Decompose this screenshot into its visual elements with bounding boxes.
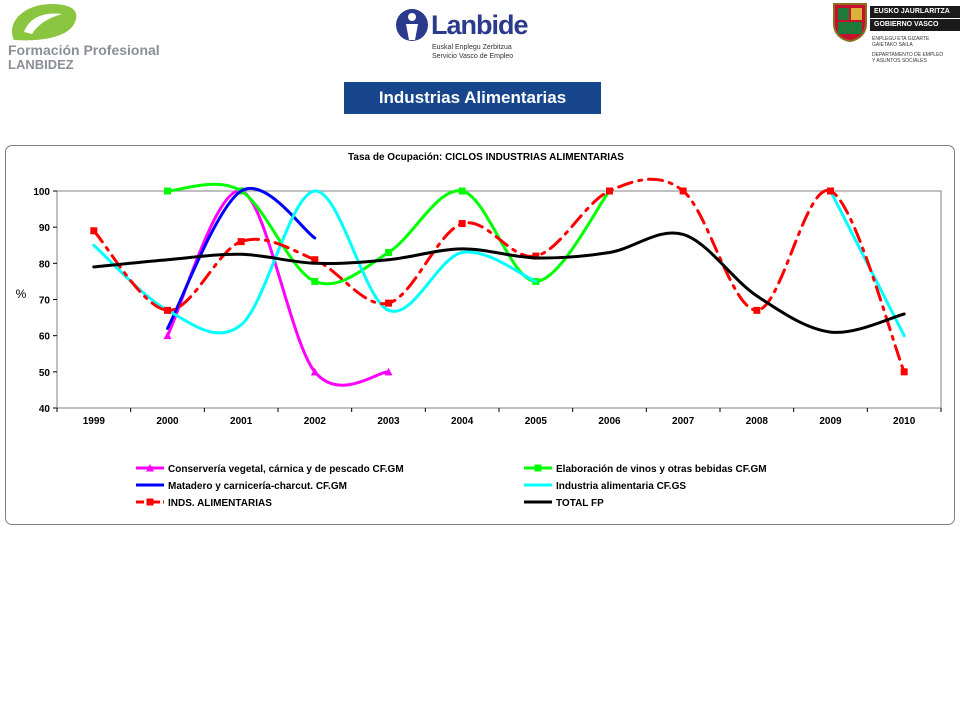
lanbide-logo-name: Lanbide [431,10,529,40]
page-title-banner: Industrias Alimentarias [344,82,601,114]
legend-marker [146,464,154,472]
x-tick-label: 2000 [156,416,179,427]
series-line-2 [166,187,317,330]
data-point [164,306,171,314]
lanbide-figure-logo-icon [396,9,428,41]
legend-label: INDS. ALIMENTARIAS [168,498,272,509]
chart-title: Tasa de Ocupación: CICLOS INDUSTRIAS ALI… [348,152,624,163]
y-tick-label: 90 [39,223,51,234]
x-tick-label: 2001 [230,416,253,427]
x-tick-label: 2008 [746,416,769,427]
data-point [90,227,98,235]
y-tick-label: 80 [39,259,51,270]
y-axis-label: % [16,287,27,301]
gv-small-4: Y ASUNTOS SOCIALES [872,58,927,64]
axes-layer: 40 50 60 70 80 90 100 1999 2000 2001 2002 2003 2004 2… [33,187,942,427]
legend-label: Elaboración de vinos y otras bebidas CF.… [556,464,767,475]
y-tick-label: 100 [33,187,50,198]
gv-bar-eusko: EUSKO JAURLARITZA [870,6,960,18]
series-layer [90,177,908,387]
x-tick-label: 2002 [304,416,327,427]
data-point [385,299,392,307]
data-point [827,187,834,195]
plot-area [56,190,942,409]
lanbide-logo: Lanbide Euskal Enplegu Zerbitzua Servici… [395,6,545,64]
x-tick-label: 1999 [83,416,106,427]
data-point [679,187,687,195]
legend-marker [146,498,154,506]
y-tick-label: 60 [39,332,51,343]
legend-label: Matadero y carnicería-charcut. CF.GM [168,481,347,492]
data-point [753,306,761,314]
legend: Conservería vegetal, cárnica y de pescad… [136,464,767,509]
data-point [163,331,172,340]
legend-label: Industria alimentaria CF.GS [556,481,686,492]
x-tick-label: 2010 [893,416,916,427]
data-point [311,277,319,285]
data-point [458,187,466,195]
chart-frame: Tasa de Ocupación: CICLOS INDUSTRIAS ALI… [5,145,955,525]
data-point [310,367,319,376]
fp-logo-line2: LANBIDEZ [8,57,74,72]
data-point [237,238,245,246]
x-tick-label: 2007 [672,416,695,427]
series-line-5 [92,231,906,334]
data-point [900,368,908,376]
data-point [458,220,466,228]
y-tick-label: 40 [39,404,51,415]
lanbide-logo-sub1: Euskal Enplegu Zerbitzua [432,44,512,51]
x-tick-label: 2006 [598,416,621,427]
gv-small-3: DEPARTAMENTO DE EMPLEO [872,52,944,58]
data-point [385,248,392,256]
data-point [384,367,393,376]
y-tick-label: 70 [39,296,51,307]
data-point [606,187,613,195]
legend-marker [534,464,542,472]
x-tick-label: 2005 [525,416,548,427]
gv-bar-gobierno: GOBIERNO VASCO [870,19,960,31]
x-tick-label: 2009 [819,416,842,427]
legend-label: Conservería vegetal, cárnica y de pescad… [168,464,404,475]
gv-small-2: GAIETAKO SAILA [872,42,913,48]
x-tick-label: 2003 [377,416,400,427]
line-chart: Tasa de Ocupación: CICLOS INDUSTRIAS ALI… [16,152,942,509]
formacion-profesional-logo: Formación Profesional LANBIDEZ [4,2,184,72]
data-point [164,187,171,195]
legend-label: TOTAL FP [556,498,604,509]
gobierno-vasco-logo: EUSKO JAURLARITZA GOBIERNO VASCO ENPLEGU… [830,2,960,72]
basque-coat-of-arms-icon [833,3,867,42]
fp-logo-line1: Formación Profesional [8,42,160,58]
fp-leaf-logo-icon [12,4,77,41]
lanbide-logo-sub2: Servicio Vasco de Empleo [432,53,514,60]
y-tick-label: 50 [39,368,51,379]
gv-small-1: ENPLEGU ETA GIZARTE [872,36,930,42]
x-tick-label: 2004 [451,416,474,427]
data-point [532,252,540,260]
data-point [311,256,319,264]
